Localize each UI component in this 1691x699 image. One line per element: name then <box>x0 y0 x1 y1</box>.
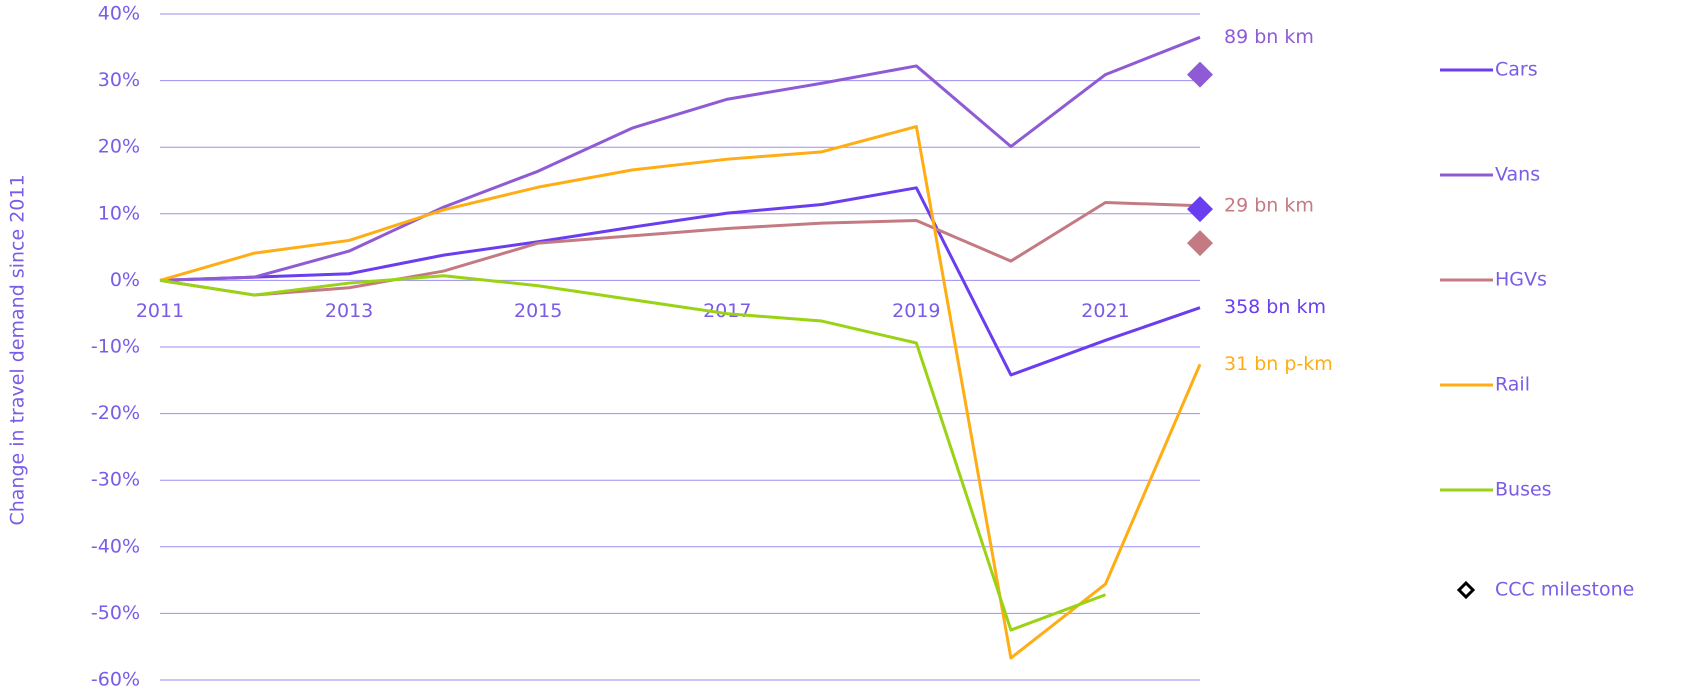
y-tick-label: 30% <box>98 69 140 91</box>
y-tick-label: -30% <box>91 469 140 491</box>
milestone-marker <box>1187 61 1213 88</box>
x-tick-label: 2011 <box>136 300 184 322</box>
series-line <box>159 35 1201 282</box>
series-line <box>159 125 1202 660</box>
x-tick-label: 2019 <box>892 300 940 322</box>
y-axis-label: Change in travel demand since 2011 <box>7 174 29 525</box>
series-line <box>159 186 1201 377</box>
y-tick-label: -60% <box>91 669 140 691</box>
series-line <box>159 200 1201 297</box>
end-label: 89 bn km <box>1224 26 1314 48</box>
y-tick-label: -50% <box>91 602 140 624</box>
milestone-marker <box>1187 196 1213 223</box>
milestone-marker <box>1187 230 1213 257</box>
legend-label: Vans <box>1495 164 1540 186</box>
legend-label: Rail <box>1495 374 1530 396</box>
legend-label: Cars <box>1495 59 1538 81</box>
legend-swatch <box>1456 580 1476 600</box>
y-tick-label: 20% <box>98 136 140 158</box>
legend-label: Buses <box>1495 479 1552 501</box>
x-tick-label: 2017 <box>703 300 751 322</box>
end-label: 29 bn km <box>1224 194 1314 216</box>
legend-label: CCC milestone <box>1495 579 1634 601</box>
x-tick-label: 2021 <box>1081 300 1129 322</box>
end-label: 358 bn km <box>1224 296 1326 318</box>
y-tick-label: -20% <box>91 402 140 424</box>
y-tick-label: -10% <box>91 336 140 358</box>
end-label: 31 bn p-km <box>1224 353 1333 375</box>
x-tick-label: 2013 <box>325 300 373 322</box>
y-tick-label: 10% <box>98 202 140 224</box>
legend-label: HGVs <box>1495 269 1547 291</box>
y-tick-label: -40% <box>91 535 140 557</box>
y-tick-label: 0% <box>110 269 140 291</box>
y-tick-label: 40% <box>98 3 140 25</box>
x-tick-label: 2015 <box>514 300 562 322</box>
series-line <box>159 274 1106 632</box>
